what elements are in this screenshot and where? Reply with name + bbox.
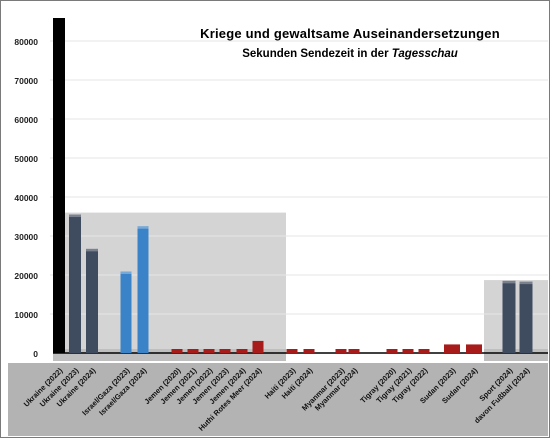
bar-7 [187, 349, 199, 353]
bar-18 [418, 349, 430, 353]
chart-subtitle-text: Sekunden Sendezeit in der [242, 48, 392, 60]
bar-16 [386, 349, 398, 353]
y-tick-label: 60000 [14, 115, 38, 125]
bar-5 [137, 226, 149, 353]
bar-top-highlight [137, 226, 149, 229]
bar-3 [86, 248, 98, 353]
bar-9 [219, 349, 231, 353]
y-tick-label: 40000 [14, 193, 38, 203]
bar-14 [335, 349, 347, 353]
bar-8 [203, 349, 215, 353]
chart-subtitle: Sekunden Sendezeit in der Tagesschau [150, 48, 550, 60]
bar-top-highlight [86, 248, 98, 252]
y-tick-label: 10000 [14, 310, 38, 320]
chart-subtitle-italic: Tagesschau [391, 48, 458, 60]
bar-top-highlight [120, 271, 132, 274]
bar-22 [519, 281, 533, 353]
bar-20 [466, 344, 482, 353]
bar-11 [252, 340, 264, 353]
bar-6 [171, 349, 183, 353]
bar-19 [444, 344, 460, 353]
bar-4 [120, 271, 132, 353]
y-tick-label: 70000 [14, 76, 38, 86]
y-tick-label: 50000 [14, 154, 38, 164]
panel-right [484, 280, 548, 353]
floor-right [484, 349, 548, 361]
bar-12 [286, 349, 298, 353]
bar-15 [348, 349, 360, 353]
y-tick-label: 20000 [14, 271, 38, 281]
bar-1 [53, 18, 65, 353]
bar-2 [69, 214, 81, 353]
category-label-band [8, 363, 548, 436]
chart-title-block: Kriege und gewaltsame Auseinandersetzung… [150, 26, 550, 60]
bar-13 [303, 349, 315, 353]
bar-top-highlight [519, 281, 533, 285]
bar-17 [402, 349, 414, 353]
y-tick-label: 30000 [14, 232, 38, 242]
y-tick-label: 0 [33, 349, 38, 359]
chart-title: Kriege und gewaltsame Auseinandersetzung… [200, 26, 500, 41]
bar-top-highlight [502, 280, 516, 284]
bar-top-highlight [69, 214, 81, 218]
y-tick-label: 80000 [14, 37, 38, 47]
bar-10 [236, 349, 248, 353]
bar-21 [502, 280, 516, 353]
